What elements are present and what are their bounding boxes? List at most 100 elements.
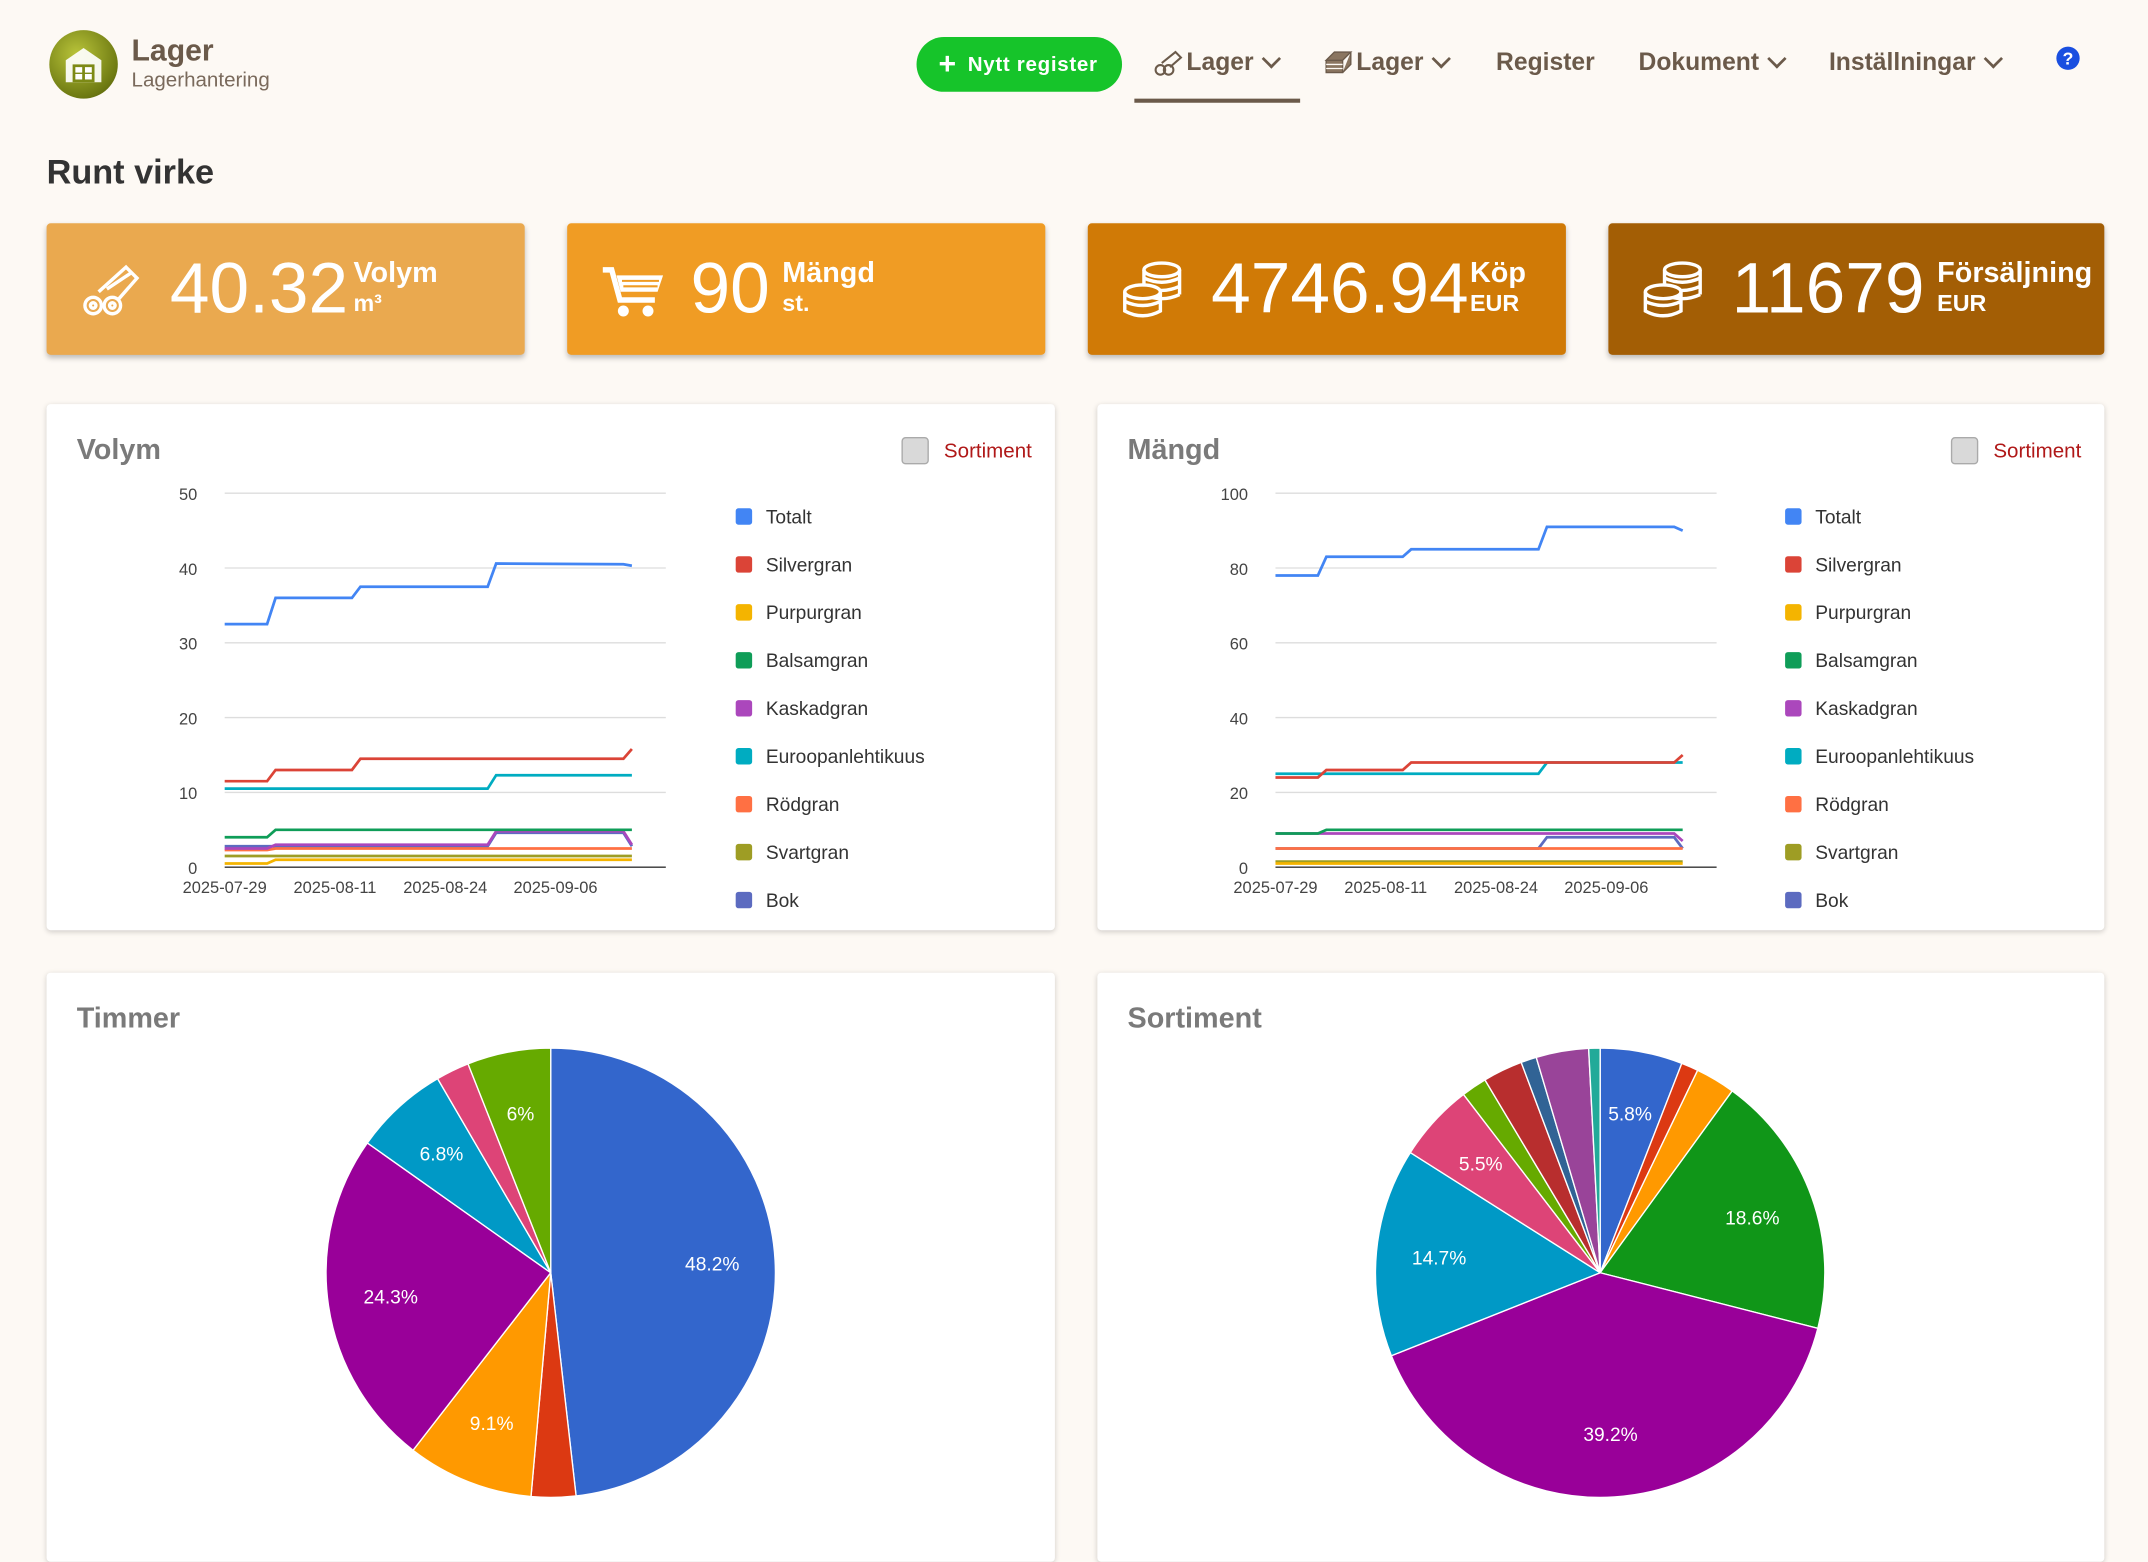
- legend-label: Rödgran: [1815, 792, 1889, 815]
- legend-item[interactable]: Balsamgran: [1785, 636, 1974, 684]
- logs-icon: [83, 264, 140, 316]
- chart-title: Volym: [76, 434, 161, 466]
- legend-item[interactable]: Purpurgran: [735, 588, 925, 636]
- series-line-bok: [1275, 835, 1684, 850]
- pie-slice: [1390, 1272, 1819, 1499]
- x-tick-label: 2025-08-24: [1454, 879, 1538, 897]
- legend-swatch: [735, 747, 753, 764]
- pie-slice-label: 24.3%: [364, 1287, 418, 1308]
- pie-slice: [325, 1142, 552, 1452]
- warehouse-logo-icon[interactable]: [49, 30, 118, 99]
- timmer-pie-chart: 48.2% 9.1% 24.3% 6.8% 6%: [325, 1047, 777, 1499]
- checkbox[interactable]: [901, 437, 929, 465]
- stat-value: 90: [690, 249, 770, 329]
- y-tick-label: 40: [179, 561, 197, 579]
- legend-item[interactable]: Kaskadgran: [735, 684, 925, 732]
- x-tick-label: 2025-08-24: [403, 879, 487, 897]
- pie-slice-label: 6.8%: [420, 1144, 464, 1165]
- legend-item[interactable]: Bok: [735, 875, 925, 923]
- legend-swatch: [1785, 699, 1802, 716]
- legend-item[interactable]: Rödgran: [1785, 780, 1974, 828]
- x-tick-label: 2025-07-29: [1233, 879, 1317, 897]
- legend-swatch: [735, 891, 753, 908]
- legend-item[interactable]: Kaskadgran: [1785, 684, 1974, 732]
- app-header: Lager Lagerhantering + Nytt register Lag…: [0, 0, 2148, 130]
- legend-item[interactable]: Totalt: [735, 492, 925, 540]
- chart-title: Mängd: [1127, 434, 1221, 466]
- nav-register[interactable]: Register: [1496, 48, 1595, 77]
- brand-subtitle: Lagerhantering: [131, 68, 270, 92]
- y-tick-label: 40: [1230, 710, 1248, 728]
- top-nav: + Nytt register: [916, 36, 1123, 92]
- legend-item[interactable]: Purpurgran: [1785, 588, 1974, 636]
- chevron-down-icon: [1431, 49, 1451, 69]
- nav-lager-logs[interactable]: Lager: [1154, 48, 1282, 77]
- stat-label: Volym: [353, 257, 438, 290]
- sortiment-toggle[interactable]: Sortiment: [1950, 437, 2081, 465]
- y-tick-label: 60: [1230, 636, 1248, 654]
- chart-title: Timmer: [76, 1002, 181, 1035]
- series-line-rödgran: [224, 847, 632, 852]
- legend-item[interactable]: Svartgran: [1785, 827, 1974, 875]
- pie-slice: [412, 1270, 552, 1498]
- series-line-purpurgran: [224, 858, 632, 865]
- pie-slice: [1587, 1047, 1601, 1273]
- legend-item[interactable]: Rödgran: [735, 780, 925, 828]
- stat-label: Mängd: [782, 257, 875, 290]
- stat-card-kop: 4746.94 Köp EUR: [1087, 223, 1566, 355]
- sortiment-toggle[interactable]: Sortiment: [901, 437, 1032, 465]
- pie-slice: [1374, 1151, 1602, 1357]
- mangd-legend: Totalt Silvergran Purpurgran Balsamgran Kask…: [1785, 492, 1974, 924]
- y-tick-label: 20: [1230, 785, 1248, 803]
- legend-label: Balsamgran: [1815, 648, 1918, 671]
- coins-icon: [1643, 261, 1702, 318]
- coins-icon: [1123, 261, 1182, 318]
- mangd-line-chart: 0 20 40 60 80 100 2025-07-29 2025-08-11 2025-08-…: [1221, 486, 1717, 897]
- help-icon[interactable]: ?: [2056, 46, 2080, 70]
- legend-item[interactable]: Euroopanlehtikuus: [1785, 732, 1974, 780]
- stat-card-forsaljning: 11679 Försäljning EUR: [1608, 223, 2105, 355]
- chevron-down-icon: [1767, 49, 1787, 69]
- legend-swatch: [1785, 651, 1802, 668]
- mangd-panel: Mängd Sortiment 0 20 40 60 80 100 2025-07-29 20…: [1097, 404, 2105, 931]
- legend-label: Purpurgran: [765, 600, 862, 623]
- legend-item[interactable]: Balsamgran: [735, 636, 925, 684]
- legend-label: Balsamgran: [765, 648, 869, 671]
- legend-item[interactable]: Svartgran: [735, 827, 925, 875]
- legend-item[interactable]: Silvergran: [1785, 540, 1974, 588]
- legend-label: Bok: [1815, 888, 1849, 911]
- y-tick-label: 50: [179, 486, 197, 504]
- nav-installningar[interactable]: Inställningar: [1828, 47, 2004, 77]
- nav-lager-planks[interactable]: Lager: [1323, 48, 1451, 77]
- x-tick-label: 2025-09-06: [513, 879, 597, 897]
- stat-unit: m³: [353, 290, 382, 317]
- x-tick-label: 2025-08-11: [294, 879, 377, 897]
- legend-item[interactable]: Bok: [1785, 875, 1974, 923]
- series-line-silvergran: [224, 748, 633, 783]
- series-line-kaskadgran: [224, 829, 634, 850]
- legend-label: Kaskadgran: [1815, 696, 1918, 719]
- legend-swatch: [735, 507, 753, 525]
- legend-swatch: [735, 651, 753, 668]
- new-register-label: Nytt register: [967, 52, 1098, 77]
- volym-line-chart: 0 10 20 30 40 50 2025-07-29 2025-08-11 2025-08-2…: [179, 486, 666, 897]
- nav-label: Inställningar: [1828, 47, 1976, 76]
- y-tick-label: 0: [1239, 860, 1248, 878]
- legend-item[interactable]: Totalt: [1785, 492, 1974, 540]
- legend-label: Silvergran: [765, 552, 853, 575]
- legend-swatch: [1785, 843, 1802, 860]
- pie-slice-label: 5.5%: [1459, 1154, 1503, 1175]
- nav-dokument[interactable]: Dokument: [1639, 48, 1787, 77]
- legend-item[interactable]: Euroopanlehtikuus: [735, 732, 925, 780]
- x-tick-label: 2025-07-29: [183, 879, 267, 897]
- legend-swatch: [1785, 507, 1802, 525]
- series-line-balsamgran: [1275, 828, 1683, 835]
- checkbox[interactable]: [1950, 437, 1979, 465]
- legend-swatch: [735, 843, 753, 860]
- stat-unit: st.: [782, 290, 810, 317]
- y-tick-label: 30: [179, 636, 197, 654]
- new-register-button[interactable]: + Nytt register: [916, 36, 1123, 92]
- legend-item[interactable]: Silvergran: [735, 540, 925, 588]
- x-tick-label: 2025-09-06: [1564, 879, 1648, 897]
- pie-slice-label: 39.2%: [1583, 1425, 1637, 1446]
